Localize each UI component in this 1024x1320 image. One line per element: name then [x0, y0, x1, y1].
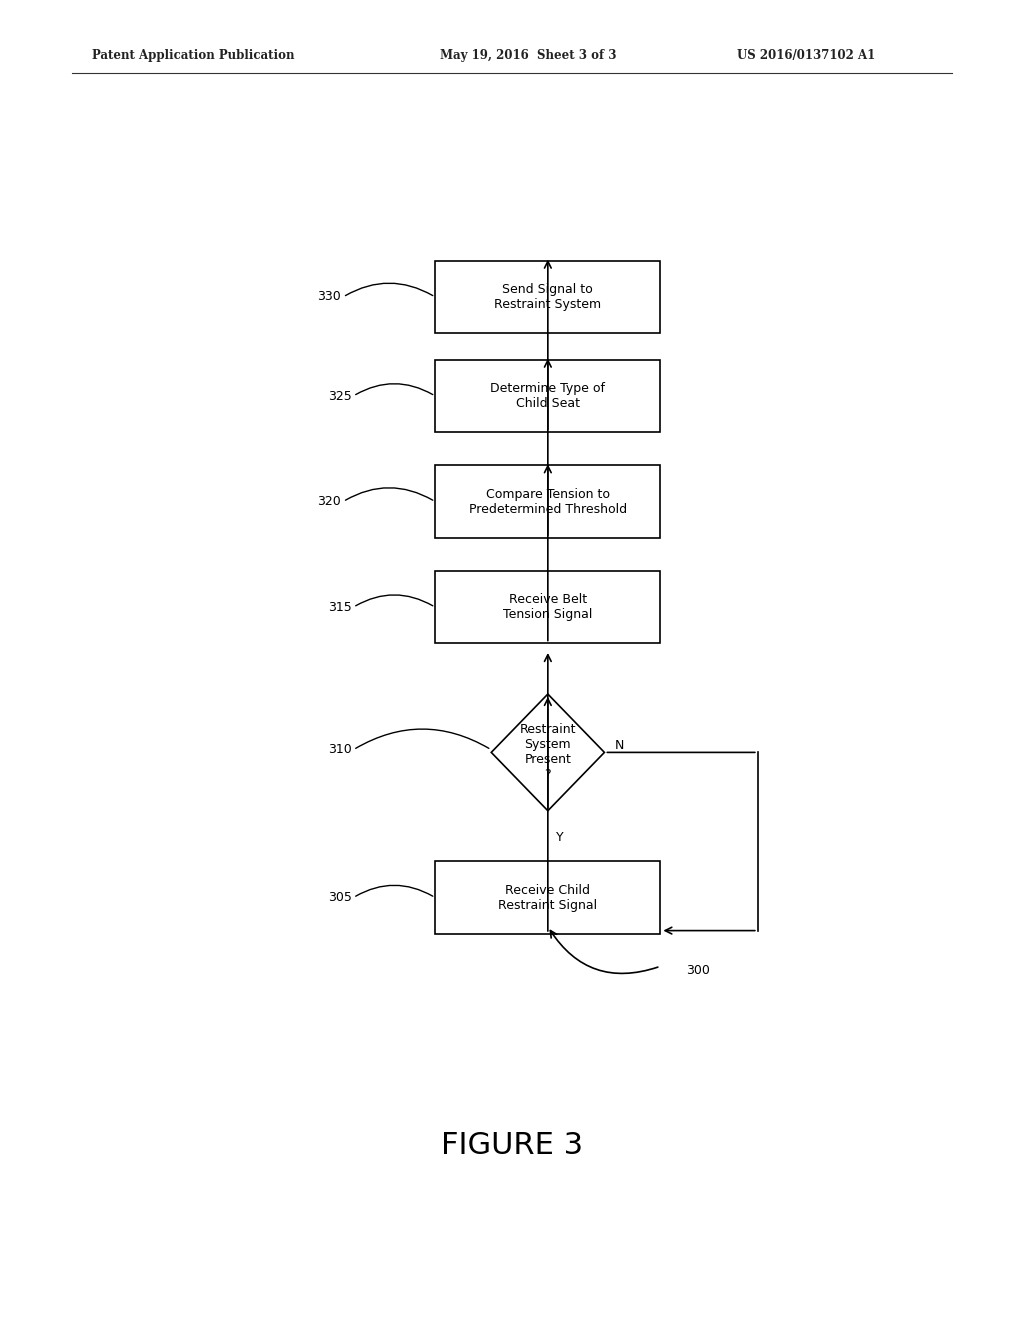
Polygon shape [492, 694, 604, 810]
Text: Y: Y [556, 830, 564, 843]
FancyBboxPatch shape [435, 862, 660, 935]
Text: Patent Application Publication: Patent Application Publication [92, 49, 295, 62]
Text: N: N [614, 739, 624, 752]
Text: Receive Belt
Tension Signal: Receive Belt Tension Signal [503, 593, 593, 622]
FancyBboxPatch shape [435, 359, 660, 433]
Text: 330: 330 [317, 290, 341, 304]
FancyBboxPatch shape [435, 260, 660, 333]
Text: US 2016/0137102 A1: US 2016/0137102 A1 [737, 49, 876, 62]
Text: 300: 300 [686, 964, 710, 977]
Text: Send Signal to
Restraint System: Send Signal to Restraint System [495, 282, 601, 312]
Text: 310: 310 [328, 743, 351, 756]
Text: FIGURE 3: FIGURE 3 [441, 1131, 583, 1160]
Text: Determine Type of
Child Seat: Determine Type of Child Seat [490, 381, 605, 411]
Text: Restraint
System
Present
?: Restraint System Present ? [519, 723, 577, 781]
Text: Receive Child
Restraint Signal: Receive Child Restraint Signal [499, 883, 597, 912]
Text: 305: 305 [328, 891, 351, 904]
FancyBboxPatch shape [435, 570, 660, 643]
Text: May 19, 2016  Sheet 3 of 3: May 19, 2016 Sheet 3 of 3 [440, 49, 616, 62]
Text: Compare Tension to
Predetermined Threshold: Compare Tension to Predetermined Thresho… [469, 487, 627, 516]
FancyBboxPatch shape [435, 465, 660, 539]
Text: 315: 315 [328, 601, 351, 614]
Text: 320: 320 [317, 495, 341, 508]
FancyArrowPatch shape [550, 931, 657, 973]
Text: 325: 325 [328, 389, 351, 403]
